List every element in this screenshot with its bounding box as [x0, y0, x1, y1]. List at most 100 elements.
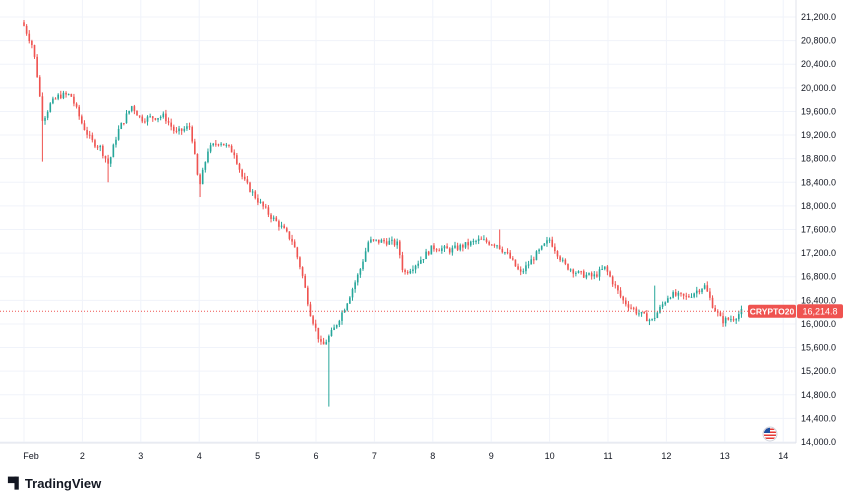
candle-body [367, 242, 370, 252]
candle-body [330, 330, 333, 337]
candle-body [422, 259, 425, 261]
candle-body [446, 246, 448, 249]
candle-body [38, 77, 41, 97]
candle-body [417, 263, 420, 266]
us-flag-icon[interactable] [762, 426, 778, 442]
candle-body [472, 240, 475, 242]
candle-body [490, 244, 493, 246]
candle-body [714, 307, 716, 312]
candle-body [632, 307, 635, 309]
candle-body [364, 251, 367, 262]
candle-body [125, 113, 128, 124]
candle-body [703, 285, 706, 289]
candle-body [144, 121, 146, 123]
candle-body [67, 94, 70, 96]
candle-body [354, 282, 356, 290]
candle-body [199, 174, 201, 185]
candle-body [296, 247, 299, 258]
candle-body [627, 304, 630, 308]
candle-body [456, 245, 459, 250]
x-tick-label: 9 [489, 451, 494, 461]
candle-body [485, 239, 488, 242]
candle-body [283, 225, 285, 229]
y-tick-label: 18,400.0 [801, 177, 836, 187]
candle-body [396, 241, 398, 246]
candle-body [706, 285, 709, 292]
candle-body [115, 139, 117, 145]
candle-body [533, 259, 535, 261]
candle-body [299, 257, 301, 268]
candle-body [270, 214, 272, 219]
candle-body [711, 297, 714, 308]
candle-body [136, 110, 138, 116]
candle-body [719, 312, 722, 317]
time-axis[interactable]: Feb 2 3 4 5 6 7 8 9 10 11 12 13 14 [0, 442, 796, 461]
candle-body [165, 113, 167, 122]
price-axis[interactable]: 21,200.0 20,800.0 20,400.0 20,000.0 19,600.0… [795, 0, 836, 447]
candle-body [690, 296, 693, 298]
candle-body [488, 241, 490, 245]
candle-body [398, 241, 401, 256]
candle-body [561, 259, 564, 261]
candle-body [514, 259, 517, 267]
candle-body [146, 116, 149, 122]
candle-body [346, 303, 349, 311]
candle-body [356, 274, 359, 283]
candle-body [585, 274, 588, 278]
candle-body [275, 217, 278, 222]
candle-body [301, 267, 304, 276]
y-tick-label: 15,200.0 [801, 366, 836, 376]
candle-body [215, 143, 217, 145]
candle-body [170, 122, 172, 127]
candle-body [443, 246, 446, 249]
candle-body [128, 110, 130, 114]
candle-body [577, 271, 580, 273]
candle-body [36, 56, 38, 78]
last-price-label: 16,214.8 [802, 306, 837, 316]
candle-body [643, 311, 646, 314]
candle-body [619, 290, 622, 297]
candle-body [194, 141, 196, 155]
candle-body [154, 118, 157, 120]
candle-body [404, 270, 406, 273]
candle-body [498, 245, 501, 250]
candle-body [230, 145, 233, 153]
candle-body [462, 244, 464, 248]
candle-body [525, 265, 527, 272]
candle-body [477, 238, 480, 241]
x-tick-label: 2 [80, 451, 85, 461]
candle-body [454, 245, 456, 248]
candle-body [716, 311, 719, 313]
candle-body [677, 292, 680, 296]
candle-body [351, 289, 354, 298]
candle-body [451, 247, 454, 253]
candle-body [656, 312, 659, 318]
candle-body [44, 117, 46, 121]
candle-body [70, 94, 73, 97]
candle-body [685, 295, 688, 297]
candle-body [293, 241, 296, 248]
candle-body [648, 319, 651, 322]
candle-body [535, 251, 538, 261]
candle-body [370, 239, 372, 243]
candle-body [251, 191, 254, 193]
candle-body [433, 245, 435, 250]
candle-body [343, 310, 346, 313]
candle-body [519, 269, 522, 272]
candle-body [241, 169, 243, 177]
candle-body [359, 269, 362, 275]
candle-body [222, 143, 225, 146]
candle-body [401, 255, 404, 271]
candle-body [322, 341, 325, 345]
y-tick-label: 14,000.0 [801, 437, 836, 447]
y-tick-label: 17,600.0 [801, 225, 836, 235]
candle-body [65, 92, 67, 95]
y-tick-label: 19,200.0 [801, 130, 836, 140]
candle-body [669, 297, 672, 299]
symbol-label-bg [748, 304, 796, 318]
candle-body [590, 273, 593, 277]
candle-body [646, 313, 648, 322]
last-price-label-bg [797, 304, 843, 319]
candle-body [157, 118, 159, 120]
